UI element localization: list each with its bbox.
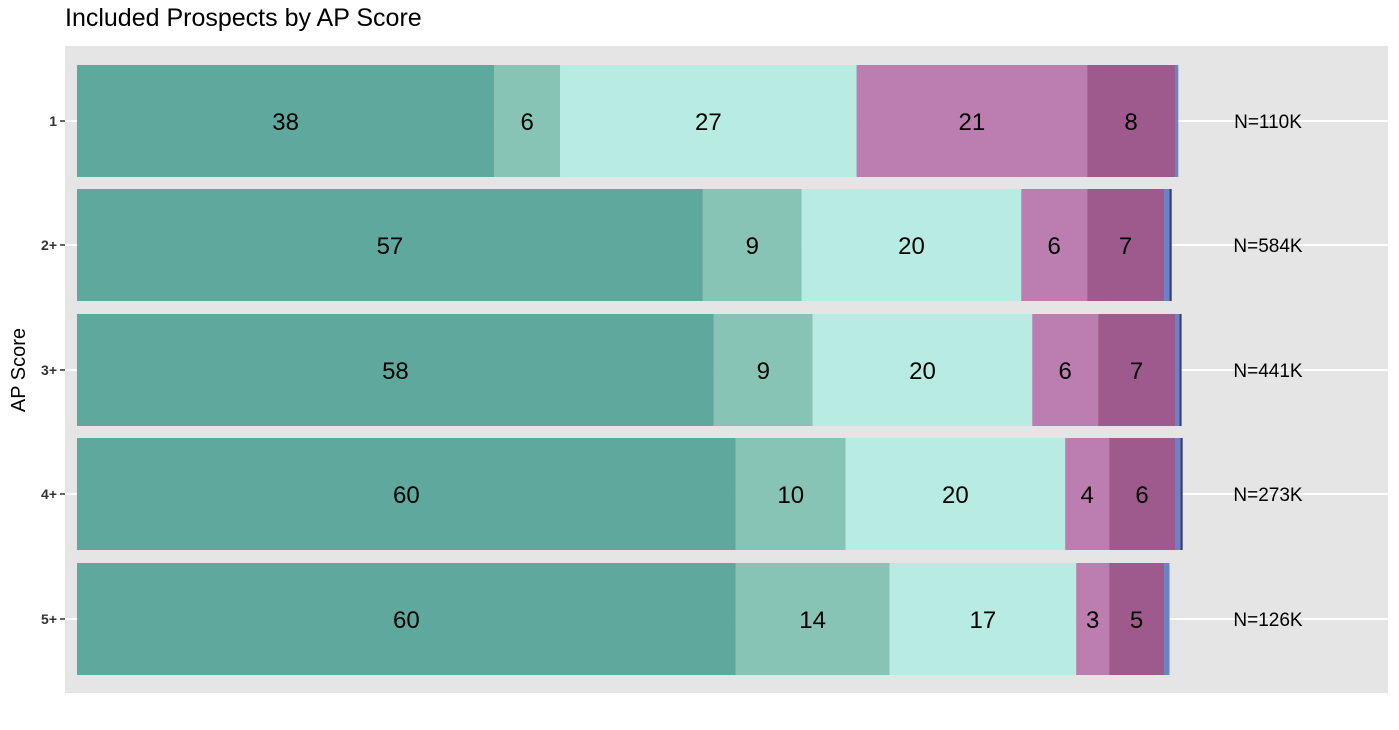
y-tick-label-1: 1	[49, 113, 57, 129]
bar-2+-segment-3	[801, 189, 1022, 301]
bar-2+-segment-5	[1087, 189, 1165, 301]
data-label-5+-3: 17	[969, 607, 996, 634]
data-label-1-5: 8	[1124, 109, 1137, 136]
data-label-5+-4: 3	[1086, 607, 1099, 634]
data-label-2+-4: 6	[1048, 233, 1061, 260]
data-label-2+-3: 20	[898, 233, 925, 260]
data-label-1-2: 6	[521, 109, 534, 136]
n-annotation-4: N=273K	[1233, 485, 1303, 506]
data-label-5+-2: 14	[799, 607, 826, 634]
bar-3+-segment-2	[713, 314, 813, 426]
bar-4+-segment-4	[1065, 438, 1110, 550]
data-label-1-1: 38	[272, 109, 299, 136]
data-label-4+-2: 10	[777, 482, 804, 509]
bar-3+-segment-4	[1032, 314, 1099, 426]
y-axis-title: AP Score	[8, 328, 30, 412]
data-label-5+-1: 60	[393, 607, 420, 634]
y-tick-label-5: 5+	[41, 611, 57, 627]
n-annotation-1: N=110K	[1234, 112, 1302, 133]
bar-5+-segment-1	[77, 563, 736, 675]
bar-4+-segment-3	[845, 438, 1066, 550]
bar-1-segment-2	[494, 65, 561, 177]
bar-5+-segment-3	[889, 563, 1077, 675]
bar-3+-segment-5	[1098, 314, 1175, 426]
chart-title: Included Prospects by AP Score	[65, 4, 422, 32]
bar-1-segment-4	[856, 65, 1088, 177]
data-label-3+-5: 7	[1130, 358, 1143, 385]
bar-1-segment-1	[77, 65, 495, 177]
bar-1-segment-3	[560, 65, 857, 177]
bar-2+-segment-2	[702, 189, 802, 301]
bar-4+-segment-5	[1109, 438, 1175, 550]
data-label-2+-1: 57	[377, 233, 404, 260]
bar-2+-segment-1	[77, 189, 703, 301]
bar-4+-segment-2	[735, 438, 846, 550]
data-label-1-4: 21	[959, 109, 986, 136]
data-label-4+-5: 6	[1135, 482, 1148, 509]
bar-3+-segment-6	[1175, 314, 1180, 426]
bar-2+-segment-4	[1021, 189, 1088, 301]
data-label-3+-3: 20	[909, 358, 936, 385]
data-label-2+-2: 9	[746, 233, 759, 260]
data-label-1-3: 27	[695, 109, 722, 136]
bar-5+-segment-6	[1164, 563, 1170, 675]
bar-2+-segment-6	[1164, 189, 1170, 301]
bar-2+-segment-7	[1169, 189, 1172, 301]
data-label-4+-1: 60	[393, 482, 420, 509]
bar-3+-segment-7	[1179, 314, 1182, 426]
bar-4+-segment-1	[77, 438, 736, 550]
bar-4+-segment-6	[1175, 438, 1181, 550]
data-label-3+-1: 58	[382, 358, 409, 385]
bar-3+-segment-1	[77, 314, 714, 426]
y-tick-label-3: 3+	[41, 362, 57, 378]
y-tick-label-4: 4+	[41, 486, 57, 502]
y-tick-label-2: 2+	[41, 237, 57, 253]
bar-5+-segment-5	[1109, 563, 1165, 675]
bar-5+-segment-2	[735, 563, 890, 675]
bar-1-segment-6	[1175, 65, 1179, 177]
bar-4+-segment-7	[1180, 438, 1183, 550]
n-annotation-3: N=441K	[1233, 361, 1303, 382]
data-label-3+-4: 6	[1059, 358, 1072, 385]
data-label-4+-3: 20	[942, 482, 969, 509]
data-label-3+-2: 9	[757, 358, 770, 385]
data-label-5+-5: 5	[1130, 607, 1143, 634]
bar-1-segment-5	[1087, 65, 1175, 177]
bar-3+-segment-3	[812, 314, 1033, 426]
n-annotation-5: N=126K	[1233, 610, 1303, 631]
n-annotation-2: N=584K	[1233, 236, 1303, 257]
data-label-2+-5: 7	[1119, 233, 1132, 260]
data-label-4+-4: 4	[1080, 482, 1093, 509]
bar-5+-segment-4	[1076, 563, 1110, 675]
